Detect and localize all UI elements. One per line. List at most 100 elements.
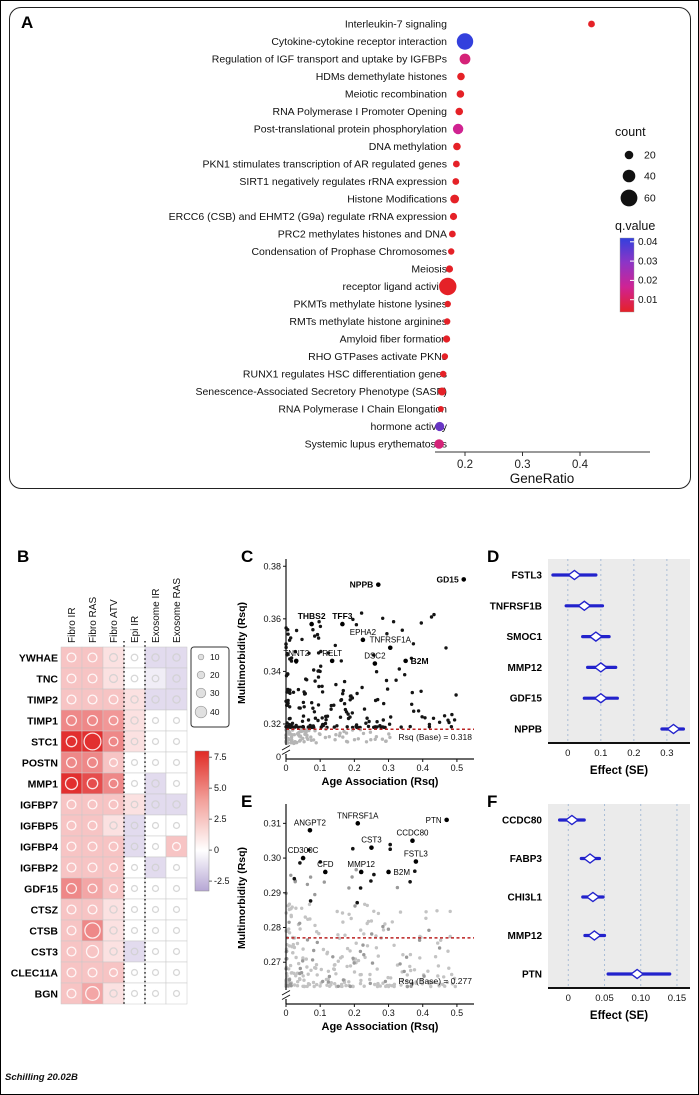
panel-a-box: Interleukin-7 signaling Cytokine-cytokine… — [9, 7, 691, 489]
heatmap-cell-ring — [109, 821, 118, 830]
heatmap-col-label: Fibro ATV — [109, 599, 120, 643]
heatmap-col-label: Fibro RAS — [88, 597, 99, 643]
heatmap-cell-ring — [109, 989, 118, 998]
point-label: B2M — [411, 656, 429, 666]
heatmap-cell-ring — [108, 757, 119, 768]
heatmap-cell — [144, 919, 167, 942]
heatmap-cell-ring — [130, 737, 139, 746]
pathway-label: Interleukin-7 signaling — [345, 19, 447, 31]
heatmap-cell-ring — [66, 799, 77, 810]
labeled-point — [340, 621, 345, 627]
heatmap-row-label: CLEC11A — [11, 968, 59, 980]
heatmap-row-label: IGFBP5 — [20, 821, 58, 833]
heatmap-col-label: Exosome RAS — [172, 578, 183, 643]
heatmap-cell — [102, 940, 125, 963]
effect-diamond — [588, 631, 604, 642]
heatmap-cell — [102, 919, 125, 942]
heatmap-cell-ring — [87, 841, 98, 852]
heatmap-cell-ring — [130, 863, 139, 872]
heatmap-cell — [81, 856, 104, 879]
heatmap-cell — [144, 877, 167, 900]
heatmap-cell-ring — [65, 735, 78, 748]
heatmap-cell — [81, 772, 104, 795]
gene-label: MMP12 — [508, 931, 543, 942]
pathway-rows: Interleukin-7 signaling Cytokine-cytokine… — [169, 19, 595, 451]
pathway-dot — [456, 33, 474, 50]
labeled-point — [300, 855, 306, 861]
pathway-label: Cytokine-cytokine receptor interaction — [271, 36, 447, 48]
gene-label: MMP12 — [508, 663, 543, 674]
heatmap-row-label: TIMP2 — [27, 695, 58, 707]
heatmap-cell-ring — [130, 905, 139, 914]
heatmap-cell — [102, 667, 125, 690]
pathway-dot — [443, 318, 451, 325]
heatmap-cell — [102, 835, 125, 858]
heatmap-cell — [165, 982, 188, 1005]
heatmap-cell-ring — [151, 821, 160, 830]
heatmap-cell — [60, 898, 83, 921]
svg-text:60: 60 — [644, 193, 656, 205]
heatmap-cell — [81, 793, 104, 816]
heatmap-cell-ring — [66, 967, 77, 978]
point-label: CCDC80 — [396, 829, 429, 838]
heatmap-cell — [144, 856, 167, 879]
svg-text:0.32: 0.32 — [263, 719, 281, 729]
heatmap-cell-ring — [85, 944, 100, 959]
heatmap-cell-ring — [84, 922, 101, 939]
heatmap-cell — [144, 772, 167, 795]
svg-text:0: 0 — [565, 748, 570, 759]
svg-text:0.30: 0.30 — [263, 853, 281, 863]
heatmap-cell — [123, 772, 146, 795]
heatmap-cell-ring — [172, 968, 181, 977]
heatmap-cell — [123, 730, 146, 753]
baseline-label: Rsq (Base) = 0.277 — [399, 976, 473, 986]
heatmap-cell — [81, 709, 104, 732]
heatmap-cell — [165, 646, 188, 669]
panel-a-label: A — [21, 13, 34, 32]
pathway-dot — [448, 230, 456, 238]
heatmap-col-label: Epi IR — [130, 616, 141, 643]
y-axis-title: Multimorbidity (Rsq) — [236, 847, 248, 949]
heatmap-cell — [102, 982, 125, 1005]
heatmap-cell — [144, 793, 167, 816]
heatmap-cell — [165, 667, 188, 690]
panel-c-scatter-chart: Rsq (Base) = 0.318 GD15 NPPB THBS2 TFF3 EPHA2… — [236, 559, 474, 788]
labeled-point — [309, 621, 314, 627]
heatmap-cell-ring — [130, 779, 139, 788]
heatmap-cell-ring — [172, 863, 181, 872]
gene-label: NPPB — [514, 725, 542, 736]
svg-text:0.1: 0.1 — [314, 763, 327, 773]
svg-text:0: 0 — [276, 752, 281, 762]
heatmap-cell — [144, 751, 167, 774]
svg-text:40: 40 — [644, 171, 656, 183]
pathway-label: RHO GTPases activate PKNs — [308, 351, 447, 363]
pathway-label: PKMTs methylate histone lysines — [294, 299, 447, 311]
x-axis-title: GeneRatio — [510, 471, 575, 484]
pathway-dot — [588, 20, 595, 28]
gene-label: CHI3L1 — [508, 893, 543, 904]
pathway-label: Senescence-Associated Secretory Phenotyp… — [195, 386, 447, 398]
effect-diamond — [567, 569, 582, 581]
pathway-label: RUNX1 regulates HSC differentiation gene… — [243, 369, 447, 381]
heatmap-cell-ring — [87, 883, 98, 894]
heatmap-cell — [102, 688, 125, 711]
svg-text:0.3: 0.3 — [382, 763, 395, 773]
heatmap-cell-ring — [151, 968, 160, 977]
pathway-label: Regulation of IGF transport and uptake b… — [212, 54, 447, 66]
heatmap-cell-ring — [172, 716, 181, 725]
panel-e-scatter-chart: Rsq (Base) = 0.277 ANGPT2 TNFRSF1A PTN CD300… — [236, 804, 474, 1033]
svg-text:0.05: 0.05 — [595, 993, 614, 1004]
x-axis-title: Effect (SE) — [590, 1010, 648, 1022]
heatmap-cell — [144, 898, 167, 921]
pathway-dot — [452, 178, 460, 185]
svg-text:0.34: 0.34 — [263, 666, 281, 676]
heatmap-cell — [81, 646, 104, 669]
pathway-dot — [437, 406, 444, 412]
svg-text:0.1: 0.1 — [594, 748, 607, 759]
svg-text:30: 30 — [210, 688, 220, 698]
heatmap-cell — [102, 877, 125, 900]
heatmap-cell — [102, 751, 125, 774]
heatmap-cell — [102, 772, 125, 795]
heatmap-cell-ring — [130, 989, 139, 998]
heatmap-cell — [81, 667, 104, 690]
